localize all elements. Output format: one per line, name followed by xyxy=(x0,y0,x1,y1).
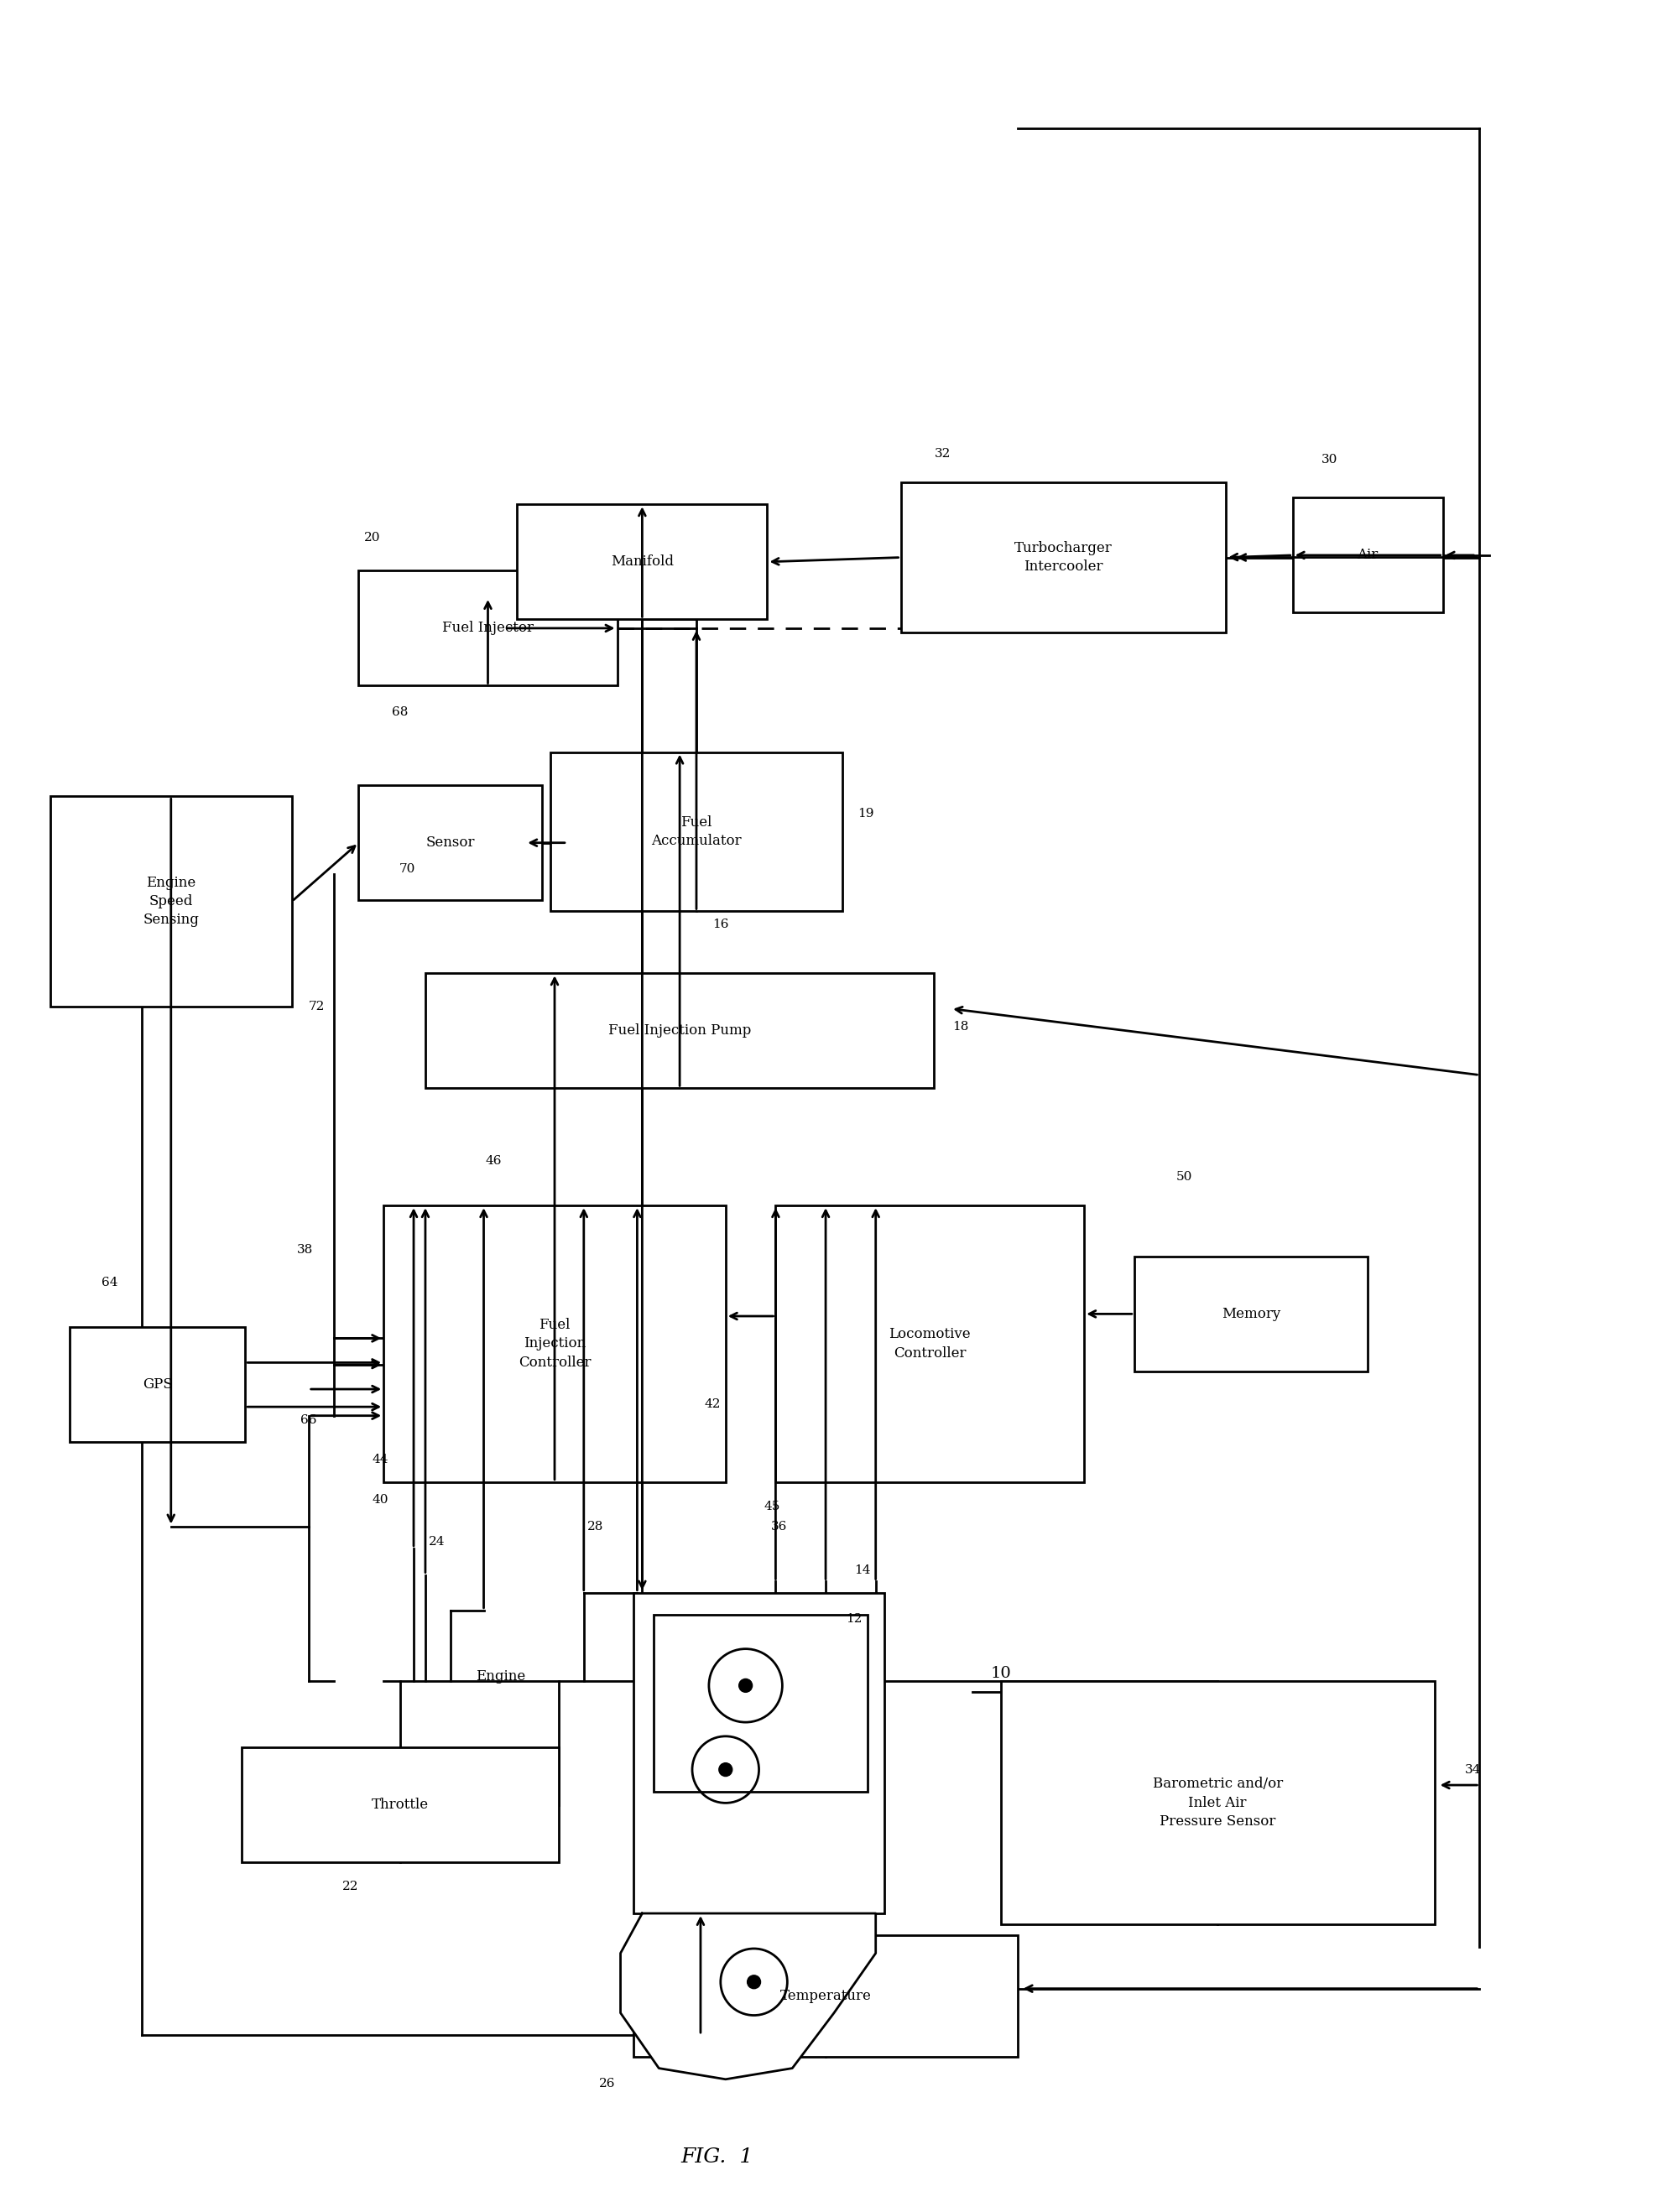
FancyBboxPatch shape xyxy=(654,1615,867,1792)
Text: 24: 24 xyxy=(429,1535,445,1548)
Text: 42: 42 xyxy=(704,1398,721,1411)
Text: Temperature: Temperature xyxy=(781,1989,871,2004)
Text: Barometric and/or
Inlet Air
Pressure Sensor: Barometric and/or Inlet Air Pressure Sen… xyxy=(1153,1776,1283,1829)
Text: 36: 36 xyxy=(771,1520,787,1533)
FancyBboxPatch shape xyxy=(1134,1256,1368,1371)
Text: 68: 68 xyxy=(392,706,409,719)
Text: 66: 66 xyxy=(300,1413,317,1427)
Text: 10: 10 xyxy=(991,1666,1011,1681)
Text: 14: 14 xyxy=(854,1564,871,1577)
Text: GPS: GPS xyxy=(143,1378,172,1391)
Text: 38: 38 xyxy=(297,1243,314,1256)
Text: Manifold: Manifold xyxy=(610,555,674,568)
FancyBboxPatch shape xyxy=(359,571,617,686)
Text: 22: 22 xyxy=(342,1880,359,1893)
FancyBboxPatch shape xyxy=(242,1747,559,1863)
FancyBboxPatch shape xyxy=(1001,1681,1434,1924)
Text: 20: 20 xyxy=(364,531,380,544)
Text: Fuel
Accumulator: Fuel Accumulator xyxy=(651,816,742,847)
Text: 19: 19 xyxy=(857,807,874,821)
Text: Engine
Speed
Sensing: Engine Speed Sensing xyxy=(143,876,198,927)
Circle shape xyxy=(719,1763,732,1776)
Text: Air: Air xyxy=(1358,549,1378,562)
Text: Locomotive
Controller: Locomotive Controller xyxy=(889,1327,971,1360)
Circle shape xyxy=(739,1679,752,1692)
Polygon shape xyxy=(620,1913,876,2079)
Text: 32: 32 xyxy=(934,447,951,460)
Text: 26: 26 xyxy=(599,2077,615,2090)
Text: 34: 34 xyxy=(1465,1763,1481,1776)
Text: 50: 50 xyxy=(1176,1170,1193,1183)
Text: 46: 46 xyxy=(485,1155,502,1168)
FancyBboxPatch shape xyxy=(901,482,1226,633)
FancyBboxPatch shape xyxy=(1293,498,1443,613)
Text: Memory: Memory xyxy=(1221,1307,1281,1321)
FancyBboxPatch shape xyxy=(776,1206,1084,1482)
FancyBboxPatch shape xyxy=(359,785,542,900)
FancyBboxPatch shape xyxy=(550,752,842,911)
Text: FIG.  1: FIG. 1 xyxy=(681,2148,754,2166)
Text: 64: 64 xyxy=(102,1276,118,1290)
Text: 18: 18 xyxy=(952,1020,969,1033)
FancyBboxPatch shape xyxy=(50,796,292,1006)
Text: 72: 72 xyxy=(309,1000,325,1013)
FancyBboxPatch shape xyxy=(425,973,934,1088)
FancyBboxPatch shape xyxy=(70,1327,245,1442)
FancyBboxPatch shape xyxy=(384,1206,726,1482)
FancyBboxPatch shape xyxy=(517,504,767,619)
Text: 12: 12 xyxy=(846,1613,862,1626)
Text: 70: 70 xyxy=(399,863,415,876)
Text: Fuel Injector: Fuel Injector xyxy=(442,622,534,635)
Text: Sensor: Sensor xyxy=(425,836,475,849)
Text: Fuel Injection Pump: Fuel Injection Pump xyxy=(609,1024,751,1037)
Text: 16: 16 xyxy=(712,918,729,931)
Text: 28: 28 xyxy=(587,1520,604,1533)
Text: Turbocharger
Intercooler: Turbocharger Intercooler xyxy=(1014,542,1113,573)
Text: Engine: Engine xyxy=(475,1670,525,1683)
Text: 44: 44 xyxy=(372,1453,389,1467)
Text: Fuel
Injection
Controller: Fuel Injection Controller xyxy=(519,1318,590,1369)
FancyBboxPatch shape xyxy=(634,1593,884,1913)
FancyBboxPatch shape xyxy=(634,1936,1017,2057)
Text: 45: 45 xyxy=(764,1500,781,1513)
Text: Throttle: Throttle xyxy=(372,1798,429,1812)
Text: 30: 30 xyxy=(1321,453,1338,467)
Circle shape xyxy=(747,1975,761,1989)
Text: 40: 40 xyxy=(372,1493,389,1506)
